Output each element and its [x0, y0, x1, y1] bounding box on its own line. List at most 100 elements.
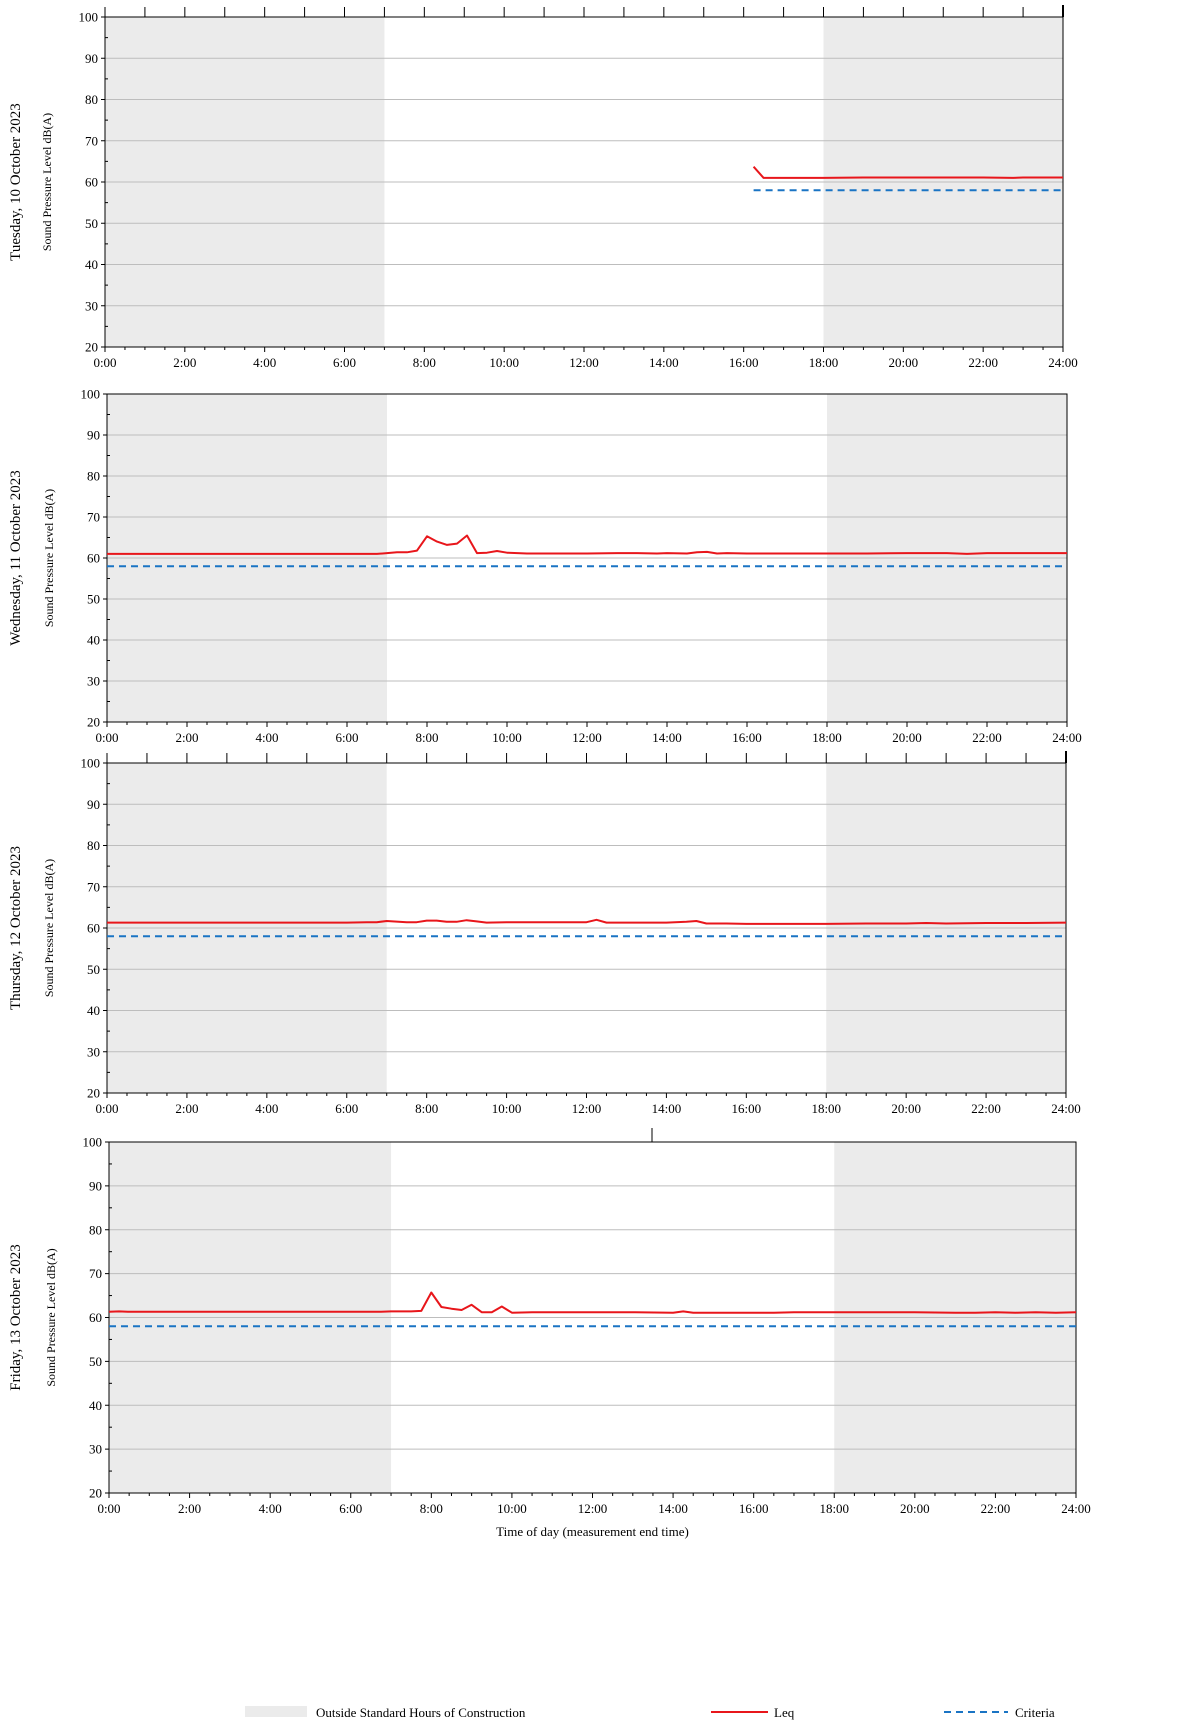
x-tick-label: 14:00	[652, 730, 682, 745]
y-tick-label: 40	[85, 257, 98, 272]
x-tick-label: 2:00	[178, 1501, 201, 1516]
x-tick-label: 2:00	[175, 1101, 198, 1116]
y-tick-label: 30	[87, 674, 100, 689]
y-tick-label: 30	[85, 298, 98, 313]
panel-4: 20 30 40 50 60 70 80 90 100 0:00 2:00 4:00 6:00 8:00 1…	[8, 1135, 1091, 1540]
x-tick-label: 20:00	[900, 1501, 930, 1516]
y-tick-label: 20	[89, 1486, 102, 1501]
x-tick-label: 2:00	[173, 355, 196, 370]
y-tick-label: 40	[87, 1003, 100, 1018]
x-tick-label: 0:00	[93, 355, 116, 370]
x-tick-label: 12:00	[572, 730, 602, 745]
x-tick-label: 20:00	[891, 1101, 921, 1116]
x-tick-label: 6:00	[335, 1101, 358, 1116]
legend-shade-swatch	[245, 1706, 307, 1717]
x-tick-label: 12:00	[569, 355, 599, 370]
y-tick-label: 100	[81, 387, 101, 402]
x-tick-label: 0:00	[95, 730, 118, 745]
y-tick-label: 70	[87, 879, 100, 894]
y-tick-label: 80	[85, 92, 98, 107]
legend-criteria-label: Criteria	[1015, 1705, 1055, 1720]
y-axis-label: Sound Pressure Level dB(A)	[42, 859, 56, 997]
y-axis-label: Sound Pressure Level dB(A)	[40, 113, 54, 251]
y-tick-label: 50	[87, 962, 100, 977]
x-tick-label: 22:00	[968, 355, 998, 370]
panel-1: 20 30 40 50 60 70 80 90 100 0:00 2:00 4:00 6:00 8:00 1…	[8, 5, 1078, 370]
x-tick-label: 4:00	[253, 355, 276, 370]
x-tick-label: 2:00	[175, 730, 198, 745]
y-tick-label: 30	[87, 1044, 100, 1059]
y-tick-label: 60	[85, 175, 98, 190]
x-tick-label: 6:00	[333, 355, 356, 370]
x-tick-label: 20:00	[892, 730, 922, 745]
x-tick-label: 4:00	[255, 1101, 278, 1116]
y-tick-label: 90	[85, 51, 98, 66]
panel-3: 20 30 40 50 60 70 80 90 100 0:00 2:00 4:00 6:00 8:00 1…	[8, 751, 1081, 1116]
x-tick-label: 24:00	[1048, 355, 1078, 370]
x-tick-label: 24:00	[1052, 730, 1082, 745]
day-label: Wednesday, 11 October 2023	[8, 470, 24, 646]
x-tick-label: 16:00	[729, 355, 759, 370]
legend-shade-label: Outside Standard Hours of Construction	[316, 1705, 526, 1720]
y-tick-label: 100	[79, 10, 99, 25]
y-tick-label: 40	[89, 1398, 102, 1413]
y-tick-label: 80	[89, 1222, 102, 1237]
y-tick-label: 20	[85, 340, 98, 355]
x-tick-label: 18:00	[812, 730, 842, 745]
y-tick-label: 70	[89, 1266, 102, 1281]
x-tick-label: 18:00	[819, 1501, 849, 1516]
x-tick-label: 10:00	[492, 1101, 522, 1116]
x-tick-label: 0:00	[97, 1501, 120, 1516]
y-tick-label: 20	[87, 715, 100, 730]
x-tick-label: 18:00	[811, 1101, 841, 1116]
y-tick-label: 100	[83, 1135, 103, 1150]
x-tick-label: 10:00	[489, 355, 519, 370]
legend: Outside Standard Hours of Construction Le…	[245, 1705, 1055, 1720]
x-tick-label: 6:00	[335, 730, 358, 745]
x-tick-label: 4:00	[255, 730, 278, 745]
y-tick-label: 60	[89, 1310, 102, 1325]
x-tick-label: 10:00	[497, 1501, 527, 1516]
x-tick-label: 14:00	[652, 1101, 682, 1116]
x-axis-label: Time of day (measurement end time)	[496, 1524, 689, 1539]
x-tick-label: 18:00	[809, 355, 839, 370]
x-tick-label: 6:00	[339, 1501, 362, 1516]
x-tick-label: 12:00	[572, 1101, 602, 1116]
y-axis-label: Sound Pressure Level dB(A)	[42, 489, 56, 627]
y-tick-label: 50	[85, 216, 98, 231]
day-label: Friday, 13 October 2023	[8, 1244, 24, 1391]
panel-2: 20 30 40 50 60 70 80 90 100 0:00 2:00 4:00 6:00 8:00 1…	[8, 387, 1082, 746]
y-tick-label: 70	[87, 510, 100, 525]
x-tick-label: 10:00	[492, 730, 522, 745]
day-label: Thursday, 12 October 2023	[8, 846, 24, 1010]
y-tick-label: 60	[87, 551, 100, 566]
x-tick-label: 14:00	[649, 355, 679, 370]
y-axis-label: Sound Pressure Level dB(A)	[44, 1248, 58, 1386]
leq-line	[107, 534, 1067, 555]
x-tick-label: 8:00	[415, 730, 438, 745]
y-tick-label: 90	[89, 1178, 102, 1193]
y-tick-label: 20	[87, 1086, 100, 1101]
y-tick-label: 40	[87, 633, 100, 648]
x-tick-label: 22:00	[972, 730, 1002, 745]
x-tick-label: 0:00	[95, 1101, 118, 1116]
y-tick-label: 100	[81, 756, 101, 771]
leq-line	[107, 918, 1067, 925]
x-tick-label: 16:00	[739, 1501, 769, 1516]
y-tick-label: 80	[87, 838, 100, 853]
y-tick-label: 50	[87, 592, 100, 607]
x-tick-label: 4:00	[259, 1501, 282, 1516]
x-tick-label: 16:00	[732, 730, 762, 745]
y-tick-label: 60	[87, 921, 100, 936]
x-tick-label: 8:00	[420, 1501, 443, 1516]
x-tick-label: 24:00	[1051, 1101, 1081, 1116]
leq-line	[108, 1291, 1077, 1314]
x-tick-label: 8:00	[415, 1101, 438, 1116]
y-tick-label: 50	[89, 1354, 102, 1369]
x-tick-label: 22:00	[981, 1501, 1011, 1516]
y-tick-label: 30	[89, 1442, 102, 1457]
day-label: Tuesday, 10 October 2023	[8, 103, 24, 261]
x-tick-label: 22:00	[971, 1101, 1001, 1116]
y-tick-label: 80	[87, 469, 100, 484]
